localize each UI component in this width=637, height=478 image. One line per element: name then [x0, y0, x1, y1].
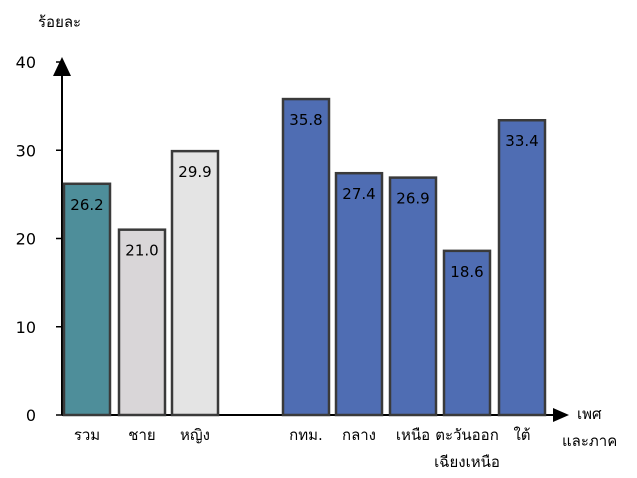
x-axis-label-line: เพศ	[577, 405, 602, 423]
x-tick-label: กทม.	[289, 426, 323, 444]
y-axis: 0 10 20 30 40	[16, 53, 71, 425]
bar	[388, 176, 438, 417]
x-tick-label: เฉียงเหนือ	[434, 453, 500, 471]
x-axis-arrow-icon	[553, 408, 569, 422]
data-label: 21.0	[125, 242, 158, 260]
x-tick-label: ชาย	[128, 426, 155, 444]
y-tick-label: 40	[16, 53, 36, 72]
bar	[117, 228, 167, 417]
bar	[281, 97, 331, 417]
data-label: 18.6	[450, 263, 483, 281]
data-label: 26.2	[70, 196, 103, 214]
bar	[170, 149, 220, 417]
y-tick-label: 0	[26, 406, 36, 425]
x-axis-label-line: และภาค	[562, 432, 617, 450]
x-tick-label: รวม	[74, 426, 100, 444]
data-label: 27.4	[342, 185, 375, 203]
data-label: 33.4	[505, 132, 538, 150]
bar	[442, 249, 492, 417]
y-tick-label: 20	[16, 230, 36, 249]
x-tick-label: หญิง	[180, 426, 210, 444]
data-label: 26.9	[396, 190, 429, 208]
y-axis-label: ร้อยละ	[38, 13, 81, 31]
data-label: 29.9	[178, 163, 211, 181]
x-tick-label: ตะวันออก	[435, 426, 499, 444]
bar	[62, 182, 112, 417]
bar	[334, 171, 384, 417]
x-tick-label: ใต้	[513, 426, 530, 444]
x-tick-label: กลาง	[342, 426, 376, 444]
bars: 26.2 รวม 21.0 ชาย 29.9 หญิง 35.8 กทม. 27.4 กลาง 26…	[62, 97, 547, 471]
x-tick-label: เหนือ	[396, 426, 430, 444]
data-label: 35.8	[289, 111, 322, 129]
bar	[497, 118, 547, 417]
y-axis-arrow-icon	[53, 57, 71, 76]
y-tick-label: 10	[16, 318, 36, 337]
y-tick-label: 30	[16, 141, 36, 160]
